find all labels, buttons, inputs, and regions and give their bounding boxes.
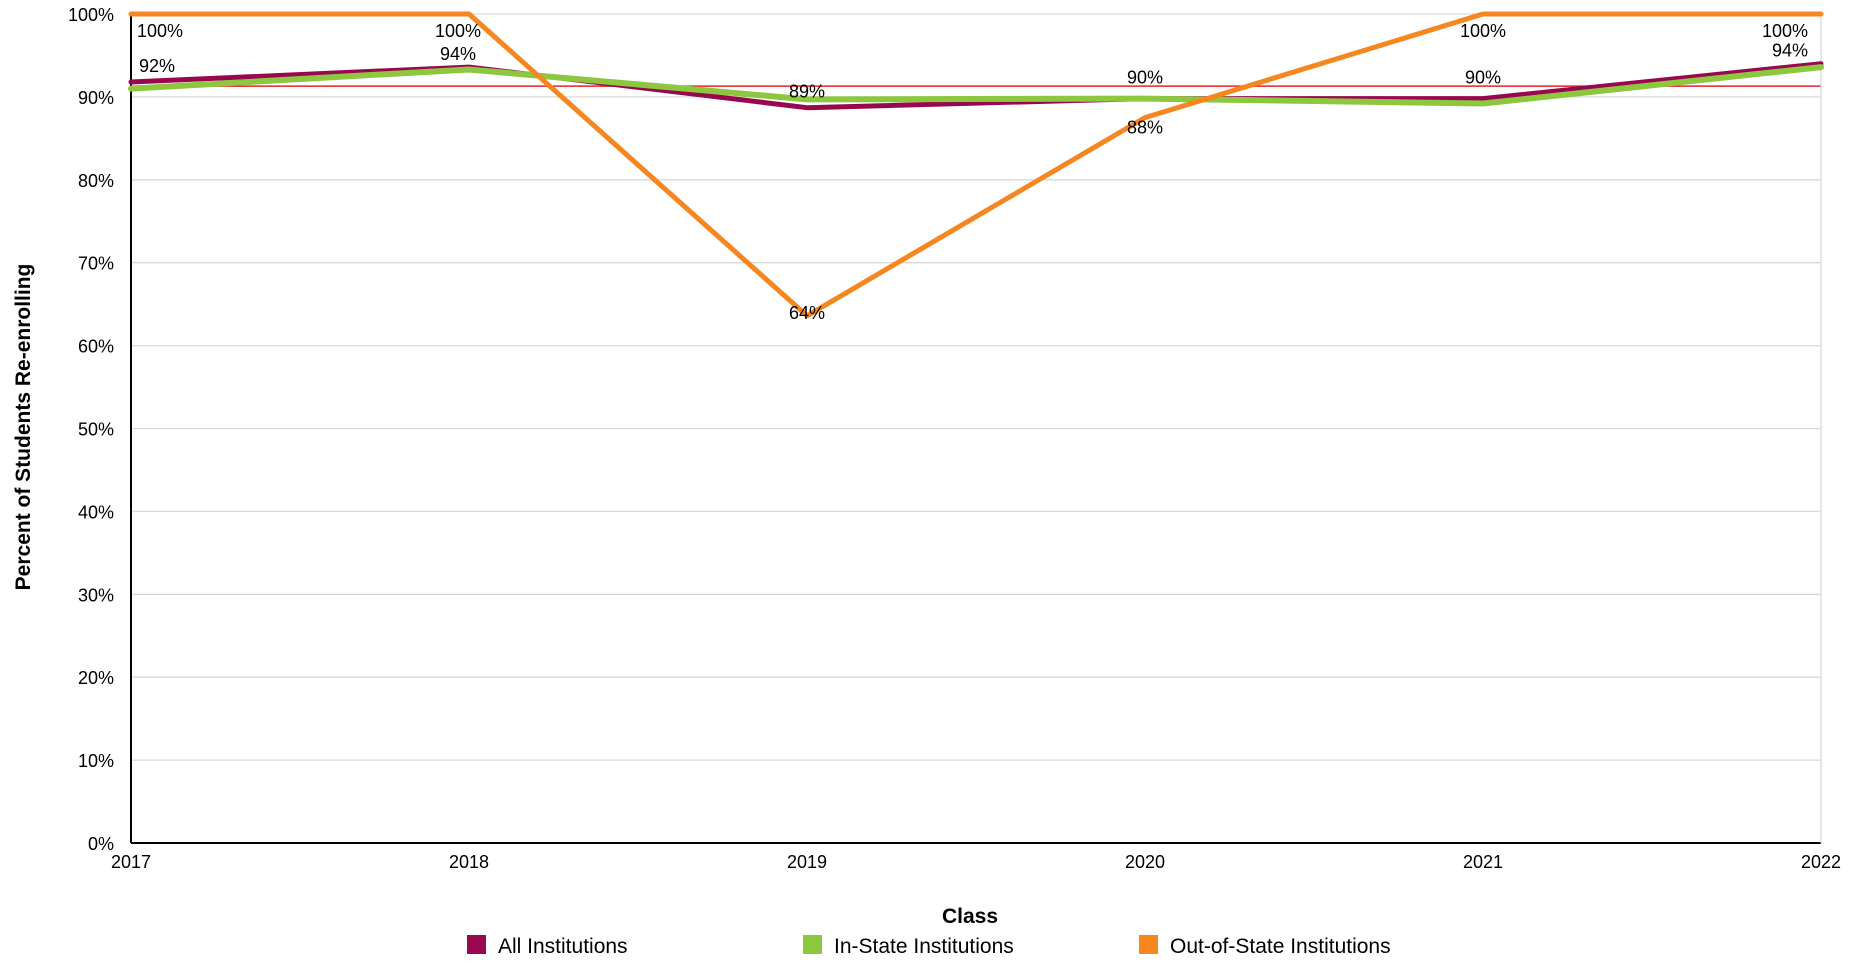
series-lines	[128, 11, 1824, 319]
axes	[130, 14, 1822, 844]
data-label: 92%	[139, 56, 175, 76]
legend-label: In-State Institutions	[834, 935, 1014, 958]
x-tick-label: 2021	[1463, 852, 1503, 872]
series-line	[128, 11, 1824, 319]
legend: All Institutions In-State Institutions Out…	[467, 935, 1391, 958]
x-tick-label: 2019	[787, 852, 827, 872]
y-tick-label: 60%	[78, 337, 114, 357]
gridlines	[131, 13, 1821, 761]
x-tick-label: 2022	[1801, 852, 1841, 872]
data-label: 100%	[435, 21, 481, 41]
data-label: 88%	[1127, 118, 1163, 138]
x-tick-label: 2018	[449, 852, 489, 872]
data-label: 100%	[1762, 21, 1808, 41]
series-line	[128, 61, 1824, 111]
y-tick-label: 80%	[78, 171, 114, 191]
y-tick-labels: 0% 10% 20% 30% 40% 50% 60% 70% 80% 90% 100%	[68, 5, 114, 854]
y-tick-label: 40%	[78, 502, 114, 522]
y-tick-label: 30%	[78, 585, 114, 605]
legend-swatch	[1139, 935, 1158, 954]
legend-item: Out-of-State Institutions	[1139, 935, 1391, 958]
x-axis-title: Class	[942, 905, 998, 928]
legend-item: All Institutions	[467, 935, 628, 958]
y-tick-label: 0%	[88, 834, 114, 854]
x-tick-labels: 2017 2018 2019 2020 2021 2022	[111, 852, 1841, 872]
data-label: 64%	[789, 303, 825, 323]
x-tick-label: 2017	[111, 852, 151, 872]
y-tick-label: 20%	[78, 668, 114, 688]
series-line	[128, 64, 1824, 107]
y-tick-label: 10%	[78, 751, 114, 771]
data-label: 90%	[1465, 68, 1501, 88]
data-label: 94%	[440, 44, 476, 64]
legend-item: In-State Institutions	[803, 935, 1014, 958]
data-label: 94%	[1772, 41, 1808, 61]
data-label: 100%	[1460, 21, 1506, 41]
data-label: 90%	[1127, 68, 1163, 88]
y-tick-label: 90%	[78, 88, 114, 108]
legend-swatch	[803, 935, 822, 954]
legend-label: All Institutions	[498, 935, 628, 958]
legend-swatch	[467, 935, 486, 954]
data-label: 89%	[789, 82, 825, 102]
data-label: 100%	[137, 21, 183, 41]
x-tick-label: 2020	[1125, 852, 1165, 872]
y-tick-label: 100%	[68, 5, 114, 25]
y-axis-title: Percent of Students Re-enrolling	[12, 264, 35, 591]
legend-label: Out-of-State Institutions	[1170, 935, 1391, 958]
y-tick-label: 70%	[78, 254, 114, 274]
data-labels: 92%94%89%90% 90%94%100% 100%64%88%100% 100%	[137, 21, 1808, 323]
y-tick-label: 50%	[78, 420, 114, 440]
